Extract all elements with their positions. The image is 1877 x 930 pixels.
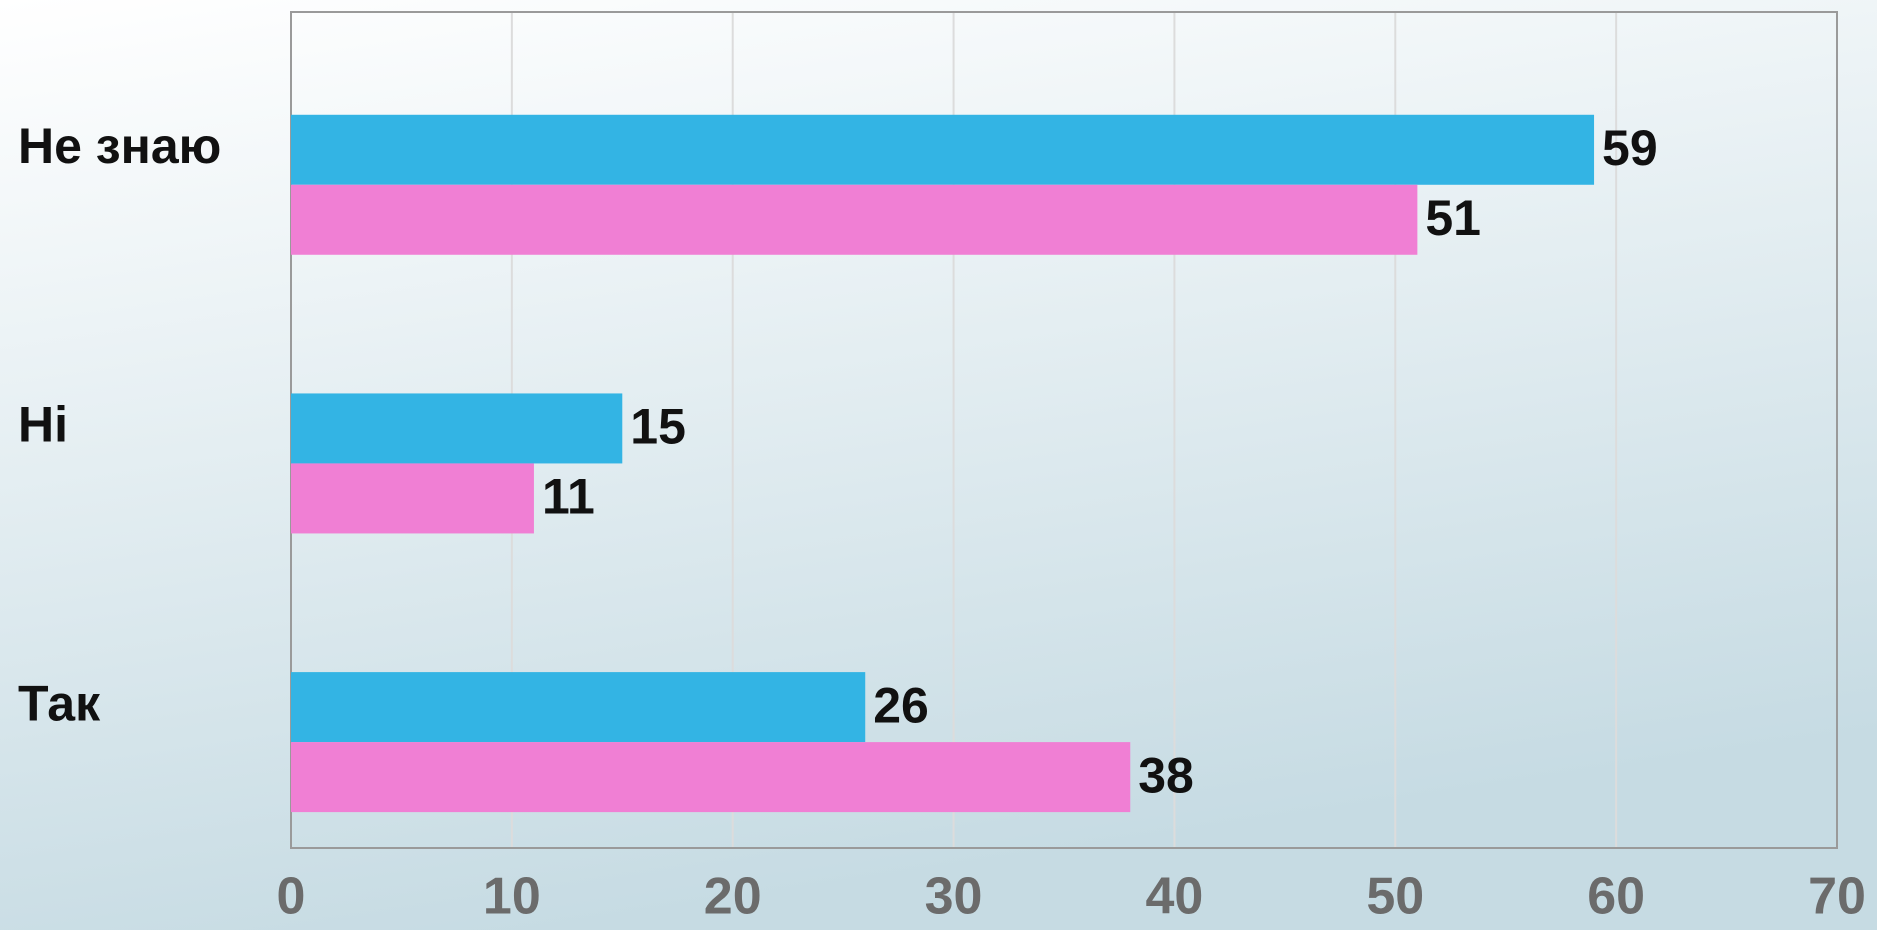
- y-tick-label: Не знаю: [18, 118, 221, 174]
- x-tick-label: 40: [1146, 868, 1204, 926]
- y-tick-label: Ні: [18, 397, 68, 453]
- data-label: 26: [873, 677, 929, 733]
- y-tick-label: Так: [18, 675, 101, 731]
- x-tick-label: 0: [277, 868, 306, 926]
- data-label: 51: [1425, 190, 1481, 246]
- data-label: 38: [1138, 747, 1194, 803]
- data-label: 15: [630, 399, 686, 455]
- data-label: 11: [542, 469, 595, 525]
- bar: [291, 742, 1131, 813]
- bar: [291, 463, 534, 534]
- x-tick-label: 10: [483, 868, 541, 926]
- x-tick-label: 30: [925, 868, 983, 926]
- x-tick-label: 60: [1587, 868, 1645, 926]
- bar: [291, 672, 866, 743]
- data-label: 59: [1602, 120, 1658, 176]
- bar: [291, 114, 1595, 185]
- x-tick-label: 50: [1366, 868, 1424, 926]
- x-tick-label: 70: [1808, 868, 1866, 926]
- bar: [291, 393, 623, 464]
- bar: [291, 184, 1418, 255]
- x-tick-label: 20: [704, 868, 762, 926]
